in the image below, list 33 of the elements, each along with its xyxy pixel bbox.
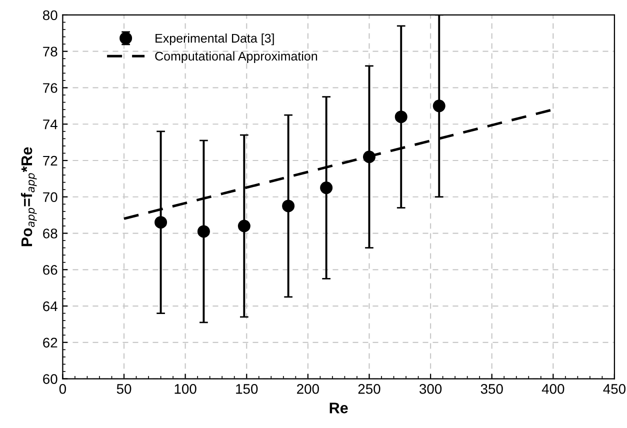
y-axis-title: Po$_{app}$=f$_{app}$*Re xyxy=(20,147,37,246)
x-tick-label: 450 xyxy=(603,384,626,394)
y-tick-label: 68 xyxy=(43,228,58,238)
x-tick-label: 0 xyxy=(59,384,66,394)
y-tick-label: 60 xyxy=(43,374,58,384)
x-tick-label: 250 xyxy=(358,384,380,394)
y-tick-label: 78 xyxy=(43,46,58,57)
y-tick-label: 66 xyxy=(43,264,58,275)
x-tick-label: 400 xyxy=(542,384,564,394)
x-tick-label: 350 xyxy=(480,384,503,394)
point xyxy=(394,110,408,124)
point xyxy=(238,220,250,232)
point xyxy=(362,150,376,164)
legend-label: Computational Approximation xyxy=(155,51,318,64)
y-tick-label: 72 xyxy=(43,156,58,166)
point xyxy=(320,182,333,194)
y-tick-label: 62 xyxy=(43,338,58,348)
y-tick-label: 64 xyxy=(43,301,58,312)
point xyxy=(432,100,446,112)
point xyxy=(197,225,210,238)
point xyxy=(154,216,168,229)
y-tick-label: 70 xyxy=(43,192,58,202)
point xyxy=(282,200,295,212)
x-axis-title: Re xyxy=(330,402,348,414)
x-tick-label: 200 xyxy=(297,384,319,394)
x-tick-label: 100 xyxy=(174,384,196,394)
x-tick-label: 150 xyxy=(236,384,258,394)
y-tick-label: 76 xyxy=(43,83,58,93)
y-tick-label: 80 xyxy=(42,10,58,20)
x-tick-label: 300 xyxy=(419,384,442,394)
y-tick-label: 74 xyxy=(43,120,58,130)
x-tick-label: 50 xyxy=(116,384,132,394)
legend-label: Experimental Data [3] xyxy=(156,34,274,46)
